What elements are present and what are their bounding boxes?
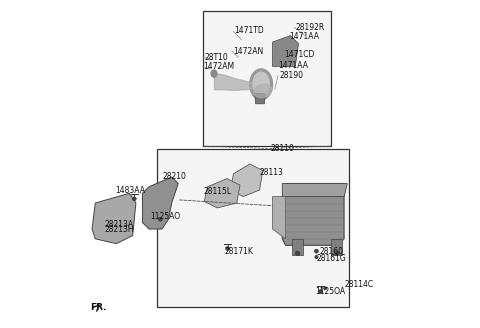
Circle shape <box>315 256 318 258</box>
Ellipse shape <box>253 72 269 96</box>
Polygon shape <box>254 93 265 104</box>
Circle shape <box>319 290 322 293</box>
Bar <box>331 239 342 255</box>
Bar <box>203 11 331 146</box>
Text: 28213H: 28213H <box>104 225 134 234</box>
Text: 28171K: 28171K <box>224 247 253 256</box>
Text: 28213A: 28213A <box>104 220 133 229</box>
Text: 1472AM: 1472AM <box>204 62 235 71</box>
Text: 28T10: 28T10 <box>204 52 228 62</box>
Circle shape <box>132 197 136 200</box>
Text: FR.: FR. <box>90 303 107 312</box>
Bar <box>292 239 303 255</box>
Ellipse shape <box>250 69 273 100</box>
Ellipse shape <box>211 70 217 77</box>
Polygon shape <box>273 35 299 67</box>
Text: 28210: 28210 <box>163 172 187 180</box>
Text: 28115L: 28115L <box>204 188 232 196</box>
Polygon shape <box>230 164 263 196</box>
Text: 28161G: 28161G <box>316 254 346 263</box>
Polygon shape <box>204 179 240 208</box>
Circle shape <box>324 287 326 290</box>
Polygon shape <box>92 193 136 244</box>
Text: 1471CD: 1471CD <box>285 50 315 59</box>
Text: 1471AA: 1471AA <box>278 61 308 70</box>
Text: 28113: 28113 <box>259 168 283 177</box>
Text: 28114C: 28114C <box>344 280 373 290</box>
Text: 28110: 28110 <box>271 144 295 153</box>
Polygon shape <box>273 196 286 239</box>
Polygon shape <box>143 177 178 229</box>
Text: 28190: 28190 <box>279 71 303 80</box>
Circle shape <box>159 218 162 221</box>
Text: 28192R: 28192R <box>295 23 324 32</box>
Circle shape <box>315 250 318 253</box>
Circle shape <box>226 247 229 250</box>
Text: 1471AA: 1471AA <box>289 32 319 41</box>
Text: 28160: 28160 <box>320 247 344 256</box>
Ellipse shape <box>254 84 272 97</box>
Text: 1125AO: 1125AO <box>150 212 180 221</box>
Polygon shape <box>282 183 348 196</box>
Circle shape <box>296 252 300 256</box>
Circle shape <box>335 252 338 256</box>
Bar <box>157 149 349 307</box>
Text: 1472AN: 1472AN <box>233 47 263 56</box>
Text: 1471TD: 1471TD <box>234 27 264 35</box>
Polygon shape <box>282 183 344 245</box>
Text: 1483AA: 1483AA <box>115 186 145 195</box>
Text: 1125OA: 1125OA <box>315 287 345 296</box>
